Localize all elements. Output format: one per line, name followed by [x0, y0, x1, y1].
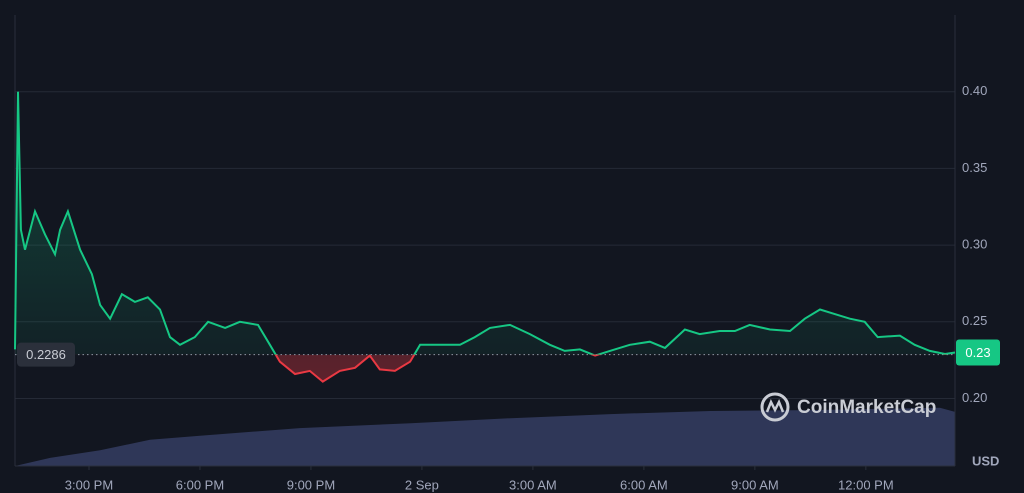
- x-tick-label: 12:00 PM: [838, 477, 894, 492]
- price-line-up: [14, 91, 956, 355]
- y-tick-label: 0.30: [962, 237, 987, 252]
- y-tick-label: 0.40: [962, 83, 987, 98]
- x-tick-label: 6:00 AM: [620, 477, 668, 492]
- logo-icon: [760, 392, 790, 422]
- x-tick-label: 9:00 AM: [731, 477, 779, 492]
- current-price-label: 0.23: [965, 345, 990, 360]
- x-tick-label: 3:00 AM: [509, 477, 557, 492]
- watermark-text: CoinMarketCap: [797, 397, 936, 418]
- price-area-up: [15, 91, 955, 355]
- x-tick-label: 3:00 PM: [65, 477, 113, 492]
- x-tick-label: 6:00 PM: [176, 477, 224, 492]
- x-tick-label: 2 Sep: [405, 477, 439, 492]
- y-tick-label: 0.25: [962, 313, 987, 328]
- x-tick-label: 9:00 PM: [287, 477, 335, 492]
- y-unit: USD: [972, 453, 999, 468]
- watermark-logo: CoinMarketCap: [760, 392, 936, 422]
- volume-area: [15, 407, 955, 466]
- baseline-label: 0.2286: [26, 347, 66, 362]
- current-price-bg: [956, 339, 1000, 366]
- price-line-down: [274, 354, 948, 383]
- y-tick-label: 0.35: [962, 160, 987, 175]
- baseline-label-bg: [17, 342, 75, 367]
- logo-icon-mark: [765, 398, 785, 413]
- y-tick-label: 0.20: [962, 390, 987, 405]
